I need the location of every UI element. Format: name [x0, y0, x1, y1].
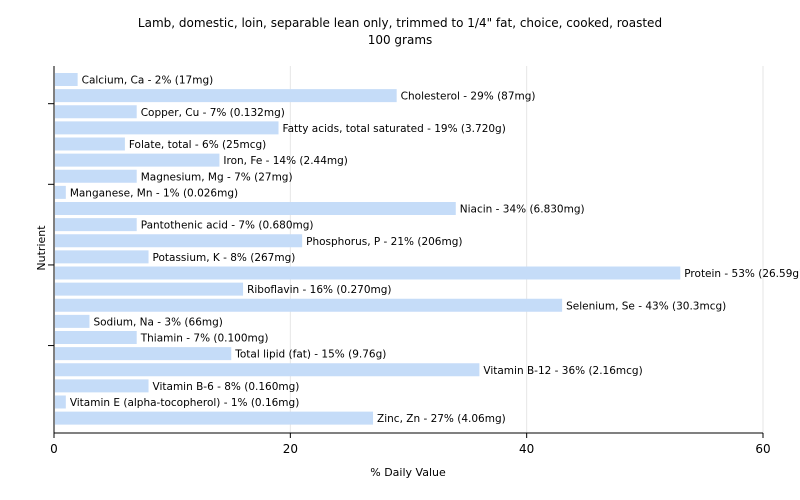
data-label: Vitamin E (alpha-tocopherol) - 1% (0.16m… — [70, 397, 299, 409]
bar — [55, 379, 149, 393]
x-axis-label: % Daily Value — [370, 466, 446, 479]
bar — [55, 282, 244, 296]
data-label: Protein - 53% (26.59g) — [684, 268, 800, 280]
data-label: Vitamin B-12 - 36% (2.16mcg) — [483, 365, 642, 377]
data-label: Manganese, Mn - 1% (0.026mg) — [70, 187, 238, 199]
bar — [55, 121, 279, 135]
data-label: Sodium, Na - 3% (66mg) — [93, 316, 222, 328]
chart-subtitle: 100 grams — [368, 33, 433, 47]
data-label: Cholesterol - 29% (87mg) — [401, 91, 536, 103]
data-label: Vitamin B-6 - 8% (0.160mg) — [153, 381, 300, 393]
x-tick-label: 60 — [755, 442, 770, 456]
bar — [55, 89, 397, 103]
data-label: Potassium, K - 8% (267mg) — [153, 252, 296, 264]
grid-layer — [289, 66, 764, 433]
bar — [55, 185, 66, 199]
x-tick-label: 0 — [50, 442, 58, 456]
data-label: Zinc, Zn - 27% (4.06mg) — [377, 413, 506, 425]
data-label: Selenium, Se - 43% (30.3mcg) — [566, 300, 726, 312]
x-tick-label: 20 — [283, 442, 298, 456]
bar — [55, 202, 456, 215]
data-label: Total lipid (fat) - 15% (9.76g) — [234, 349, 386, 361]
bar — [55, 411, 374, 425]
bar — [55, 153, 220, 167]
y-axis-label: Nutrient — [35, 225, 48, 271]
data-label: Magnesium, Mg - 7% (27mg) — [141, 171, 293, 183]
bar — [55, 250, 149, 264]
bar — [55, 347, 232, 361]
bar — [55, 218, 137, 232]
bar — [55, 73, 78, 86]
axis-layer: 0 20 40 60 — [48, 66, 771, 456]
data-label: Iron, Fe - 14% (2.44mg) — [223, 155, 347, 167]
bar — [55, 395, 66, 409]
bar — [55, 363, 480, 377]
data-label: Niacin - 34% (6.830mg) — [460, 204, 585, 216]
bar — [55, 234, 303, 248]
bar-layer — [55, 73, 681, 425]
x-tick-label: 40 — [519, 442, 534, 456]
data-label: Calcium, Ca - 2% (17mg) — [82, 75, 214, 87]
data-label: Riboflavin - 16% (0.270mg) — [247, 284, 391, 296]
data-label: Phosphorus, P - 21% (206mg) — [306, 236, 462, 248]
data-label: Thiamin - 7% (0.100mg) — [140, 333, 269, 345]
bar — [55, 331, 137, 344]
bar — [55, 137, 125, 151]
bar — [55, 169, 137, 183]
bar — [55, 105, 137, 119]
data-label: Copper, Cu - 7% (0.132mg) — [141, 107, 285, 119]
bar — [55, 266, 681, 280]
label-layer: Calcium, Ca - 2% (17mg) Cholesterol - 29%… — [70, 75, 800, 426]
bar — [55, 314, 90, 328]
bar — [55, 298, 563, 312]
data-label: Folate, total - 6% (25mcg) — [129, 139, 266, 151]
data-label: Pantothenic acid - 7% (0.680mg) — [141, 220, 314, 232]
chart-title: Lamb, domestic, loin, separable lean onl… — [138, 16, 662, 30]
data-label: Fatty acids, total saturated - 19% (3.72… — [283, 123, 506, 135]
